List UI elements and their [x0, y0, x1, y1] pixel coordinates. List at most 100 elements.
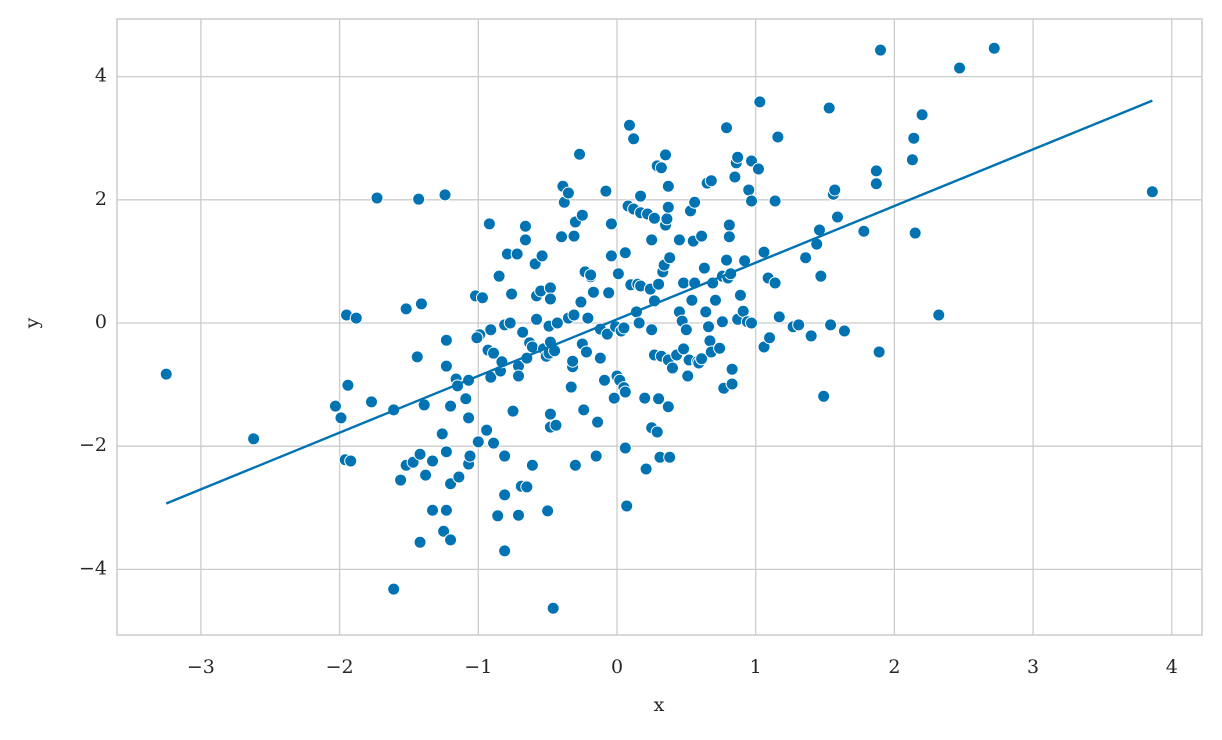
point [817, 389, 831, 403]
point [444, 477, 458, 491]
point [487, 436, 501, 450]
point [506, 404, 520, 418]
point [872, 345, 886, 359]
point [412, 192, 426, 206]
x-tick-label: 2 [888, 656, 900, 678]
point [828, 183, 842, 197]
point [498, 488, 512, 502]
point [672, 233, 686, 247]
point [439, 445, 453, 459]
point [704, 174, 718, 188]
point [831, 210, 845, 224]
regression-line [165, 99, 1153, 505]
point [654, 161, 668, 175]
point [745, 194, 759, 208]
point [665, 361, 679, 375]
point [622, 118, 636, 132]
point [444, 533, 458, 547]
point [661, 179, 675, 193]
point [659, 148, 673, 162]
point [661, 400, 675, 414]
point [652, 392, 666, 406]
point [634, 189, 648, 203]
point [543, 292, 557, 306]
point [663, 450, 677, 464]
point [599, 184, 613, 198]
point [414, 297, 428, 311]
point [550, 316, 564, 330]
point [413, 447, 427, 461]
point [725, 377, 739, 391]
point [410, 350, 424, 364]
point [328, 399, 342, 413]
point [593, 351, 607, 365]
point [426, 454, 440, 468]
point [742, 183, 756, 197]
point [334, 411, 348, 425]
point [799, 251, 813, 265]
point [567, 308, 581, 322]
point [661, 200, 675, 214]
x-tick-label: −3 [187, 656, 215, 678]
point [549, 418, 563, 432]
point [555, 230, 569, 244]
point [439, 333, 453, 347]
point [697, 261, 711, 275]
point [772, 310, 786, 324]
point [498, 449, 512, 463]
y-tick-label: −2 [79, 434, 107, 456]
point [591, 415, 605, 429]
point [574, 295, 588, 309]
point [586, 285, 600, 299]
point [344, 454, 358, 468]
point [492, 269, 506, 283]
point [439, 359, 453, 373]
point [577, 403, 591, 417]
point [159, 367, 173, 381]
point [908, 226, 922, 240]
point [814, 269, 828, 283]
point [349, 311, 363, 325]
point [541, 504, 555, 518]
point [713, 341, 727, 355]
point [444, 399, 458, 413]
point [568, 458, 582, 472]
point [857, 224, 871, 238]
point [650, 425, 664, 439]
point [720, 253, 734, 267]
point [387, 582, 401, 596]
point [953, 61, 967, 75]
point [413, 535, 427, 549]
point [822, 101, 836, 115]
point [480, 423, 494, 437]
point [491, 509, 505, 523]
point [512, 508, 526, 522]
point [471, 435, 485, 449]
point [932, 308, 946, 322]
point [869, 164, 883, 178]
point [535, 249, 549, 263]
point [611, 267, 625, 281]
point [370, 191, 384, 205]
point [589, 449, 603, 463]
point [695, 229, 709, 243]
x-axis-label: x [654, 694, 665, 716]
point [763, 331, 777, 345]
point [247, 432, 261, 446]
point [462, 411, 476, 425]
point [627, 132, 641, 146]
y-tick-label: 0 [95, 311, 107, 333]
point [663, 251, 677, 265]
point [475, 291, 489, 305]
point [394, 473, 408, 487]
point [720, 121, 734, 135]
point [685, 293, 699, 307]
point [365, 395, 379, 409]
y-tick-label: 4 [95, 65, 107, 87]
point [575, 208, 589, 222]
point [679, 323, 693, 337]
y-tick-label: −4 [79, 557, 107, 579]
point [426, 503, 440, 517]
y-tick-label: 2 [95, 188, 107, 210]
